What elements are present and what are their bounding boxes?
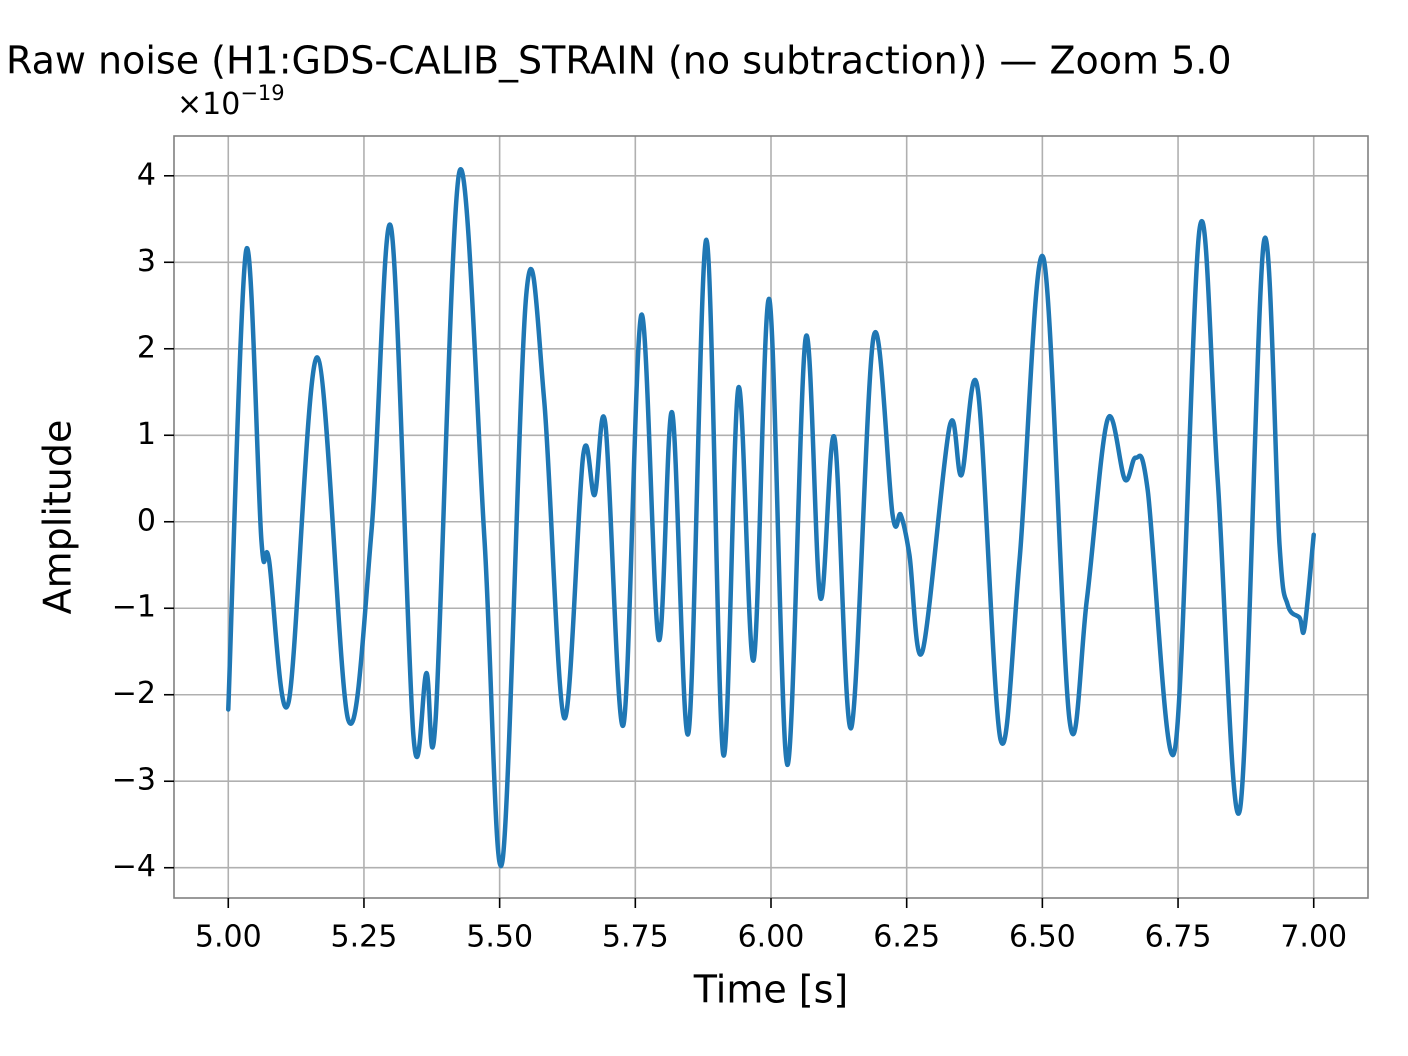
y-tick-label: 4 xyxy=(137,157,156,192)
x-tick-label: 5.25 xyxy=(331,920,398,955)
x-tick-label: 6.25 xyxy=(873,920,940,955)
chart-title: Raw noise (H1:GDS-CALIB_STRAIN (no subtr… xyxy=(6,39,1232,83)
x-tick-label: 5.00 xyxy=(195,920,262,955)
y-tick-label: 3 xyxy=(137,244,156,279)
offset-text: ×10−19 xyxy=(177,81,285,122)
x-tick-label: 6.00 xyxy=(738,920,805,955)
y-tick-label: 2 xyxy=(137,330,156,365)
x-axis-label: Time [s] xyxy=(693,968,849,1012)
plot-area xyxy=(226,166,1316,869)
x-tick-label: 6.75 xyxy=(1145,920,1212,955)
x-tick-label: 5.75 xyxy=(602,920,669,955)
x-tick-label: 6.50 xyxy=(1009,920,1076,955)
y-tick-label: −2 xyxy=(112,676,156,711)
x-tick-label: 7.00 xyxy=(1280,920,1347,955)
y-tick-label: −4 xyxy=(112,849,156,884)
y-tick-label: −3 xyxy=(112,763,156,798)
data-line xyxy=(226,166,1316,869)
y-axis-label: Amplitude xyxy=(36,420,80,615)
grid xyxy=(174,136,1368,898)
offset-base: ×10 xyxy=(177,87,240,122)
y-tick-label: 0 xyxy=(137,503,156,538)
offset-exponent: −19 xyxy=(240,81,284,105)
x-tick-label: 5.50 xyxy=(466,920,533,955)
y-tick-label: 1 xyxy=(137,417,156,452)
y-tick-label: −1 xyxy=(112,590,156,625)
ticks: 5.00 5.25 5.50 5.75 6.00 6.25 6.50 6.75 7.00 −4 −3… xyxy=(112,157,1347,954)
